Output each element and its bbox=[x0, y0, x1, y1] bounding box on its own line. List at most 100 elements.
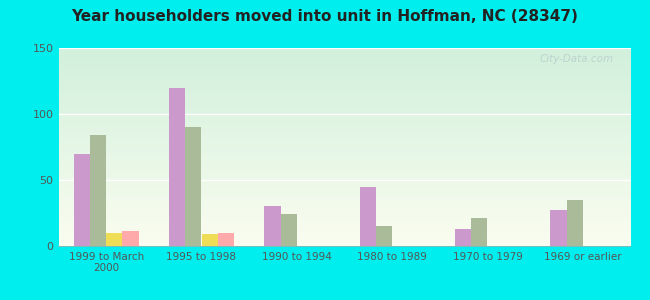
Bar bbox=[58, 194, 630, 196]
Bar bbox=[58, 102, 630, 104]
Bar bbox=[58, 219, 630, 220]
Bar bbox=[106, 233, 122, 246]
Bar bbox=[58, 87, 630, 88]
Bar bbox=[58, 82, 630, 83]
Bar bbox=[58, 152, 630, 153]
Bar bbox=[58, 156, 630, 157]
Bar bbox=[265, 206, 281, 246]
Bar bbox=[58, 233, 630, 234]
Bar bbox=[58, 106, 630, 107]
Bar bbox=[58, 114, 630, 115]
Bar bbox=[58, 58, 630, 59]
Bar bbox=[58, 85, 630, 87]
Bar bbox=[58, 173, 630, 174]
Bar bbox=[58, 213, 630, 214]
Bar bbox=[58, 88, 630, 90]
Bar bbox=[58, 182, 630, 183]
Bar bbox=[58, 160, 630, 161]
Bar bbox=[58, 66, 630, 67]
Bar bbox=[58, 124, 630, 125]
Bar bbox=[58, 196, 630, 197]
Bar bbox=[58, 184, 630, 186]
Bar bbox=[58, 232, 630, 233]
Bar bbox=[218, 233, 234, 246]
Bar bbox=[58, 150, 630, 151]
Bar bbox=[58, 200, 630, 202]
Bar bbox=[58, 165, 630, 166]
Bar bbox=[58, 238, 630, 239]
Bar bbox=[58, 118, 630, 119]
Bar bbox=[58, 223, 630, 224]
Bar bbox=[58, 197, 630, 199]
Bar bbox=[58, 95, 630, 97]
Bar bbox=[58, 110, 630, 111]
Bar bbox=[58, 128, 630, 129]
Bar bbox=[58, 191, 630, 193]
Bar bbox=[58, 137, 630, 138]
Bar bbox=[58, 61, 630, 62]
Bar bbox=[58, 53, 630, 54]
Bar bbox=[58, 209, 630, 210]
Bar bbox=[58, 116, 630, 117]
Bar bbox=[58, 136, 630, 137]
Bar bbox=[58, 55, 630, 56]
Bar bbox=[58, 236, 630, 237]
Bar bbox=[58, 222, 630, 223]
Bar bbox=[58, 226, 630, 227]
Bar bbox=[58, 220, 630, 221]
Bar bbox=[58, 117, 630, 118]
Bar bbox=[58, 244, 630, 245]
Bar bbox=[58, 48, 630, 49]
Bar bbox=[58, 170, 630, 171]
Bar bbox=[58, 211, 630, 212]
Bar bbox=[185, 127, 202, 246]
Bar bbox=[58, 67, 630, 68]
Bar bbox=[58, 189, 630, 190]
Bar bbox=[58, 224, 630, 225]
Bar bbox=[58, 169, 630, 170]
Bar bbox=[58, 108, 630, 110]
Bar bbox=[58, 231, 630, 232]
Bar bbox=[58, 75, 630, 76]
Bar bbox=[58, 113, 630, 114]
Bar bbox=[58, 212, 630, 213]
Bar bbox=[58, 146, 630, 147]
Bar bbox=[567, 200, 583, 246]
Bar bbox=[58, 62, 630, 63]
Bar bbox=[58, 140, 630, 141]
Bar bbox=[58, 112, 630, 113]
Bar bbox=[58, 126, 630, 127]
Bar bbox=[58, 135, 630, 136]
Bar bbox=[58, 240, 630, 241]
Bar bbox=[58, 122, 630, 123]
Bar bbox=[58, 171, 630, 172]
Bar bbox=[58, 115, 630, 116]
Bar bbox=[58, 176, 630, 177]
Bar bbox=[58, 221, 630, 222]
Bar bbox=[58, 133, 630, 134]
Bar bbox=[359, 187, 376, 246]
Bar bbox=[58, 125, 630, 126]
Bar bbox=[58, 77, 630, 78]
Bar bbox=[58, 138, 630, 139]
Bar bbox=[58, 144, 630, 145]
Bar bbox=[58, 121, 630, 122]
Bar bbox=[58, 215, 630, 216]
Bar bbox=[58, 57, 630, 58]
Bar bbox=[58, 98, 630, 100]
Bar bbox=[281, 214, 297, 246]
Bar bbox=[58, 161, 630, 162]
Bar bbox=[58, 151, 630, 152]
Bar bbox=[202, 234, 218, 246]
Bar bbox=[58, 217, 630, 218]
Bar bbox=[169, 88, 185, 246]
Bar bbox=[58, 164, 630, 165]
Bar bbox=[58, 107, 630, 108]
Bar bbox=[58, 131, 630, 132]
Bar bbox=[58, 188, 630, 189]
Bar bbox=[58, 166, 630, 167]
Bar bbox=[376, 226, 392, 246]
Bar bbox=[58, 52, 630, 53]
Bar bbox=[58, 179, 630, 180]
Bar bbox=[58, 235, 630, 236]
